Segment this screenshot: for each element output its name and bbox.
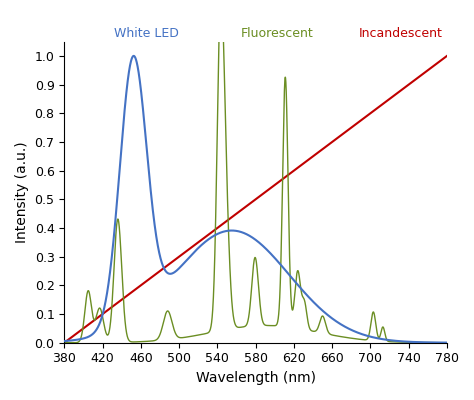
Text: Incandescent: Incandescent bbox=[359, 27, 443, 40]
Text: White LED: White LED bbox=[114, 27, 179, 40]
Y-axis label: Intensity (a.u.): Intensity (a.u.) bbox=[15, 141, 29, 243]
X-axis label: Wavelength (nm): Wavelength (nm) bbox=[196, 371, 316, 385]
Text: Fluorescent: Fluorescent bbox=[240, 27, 313, 40]
